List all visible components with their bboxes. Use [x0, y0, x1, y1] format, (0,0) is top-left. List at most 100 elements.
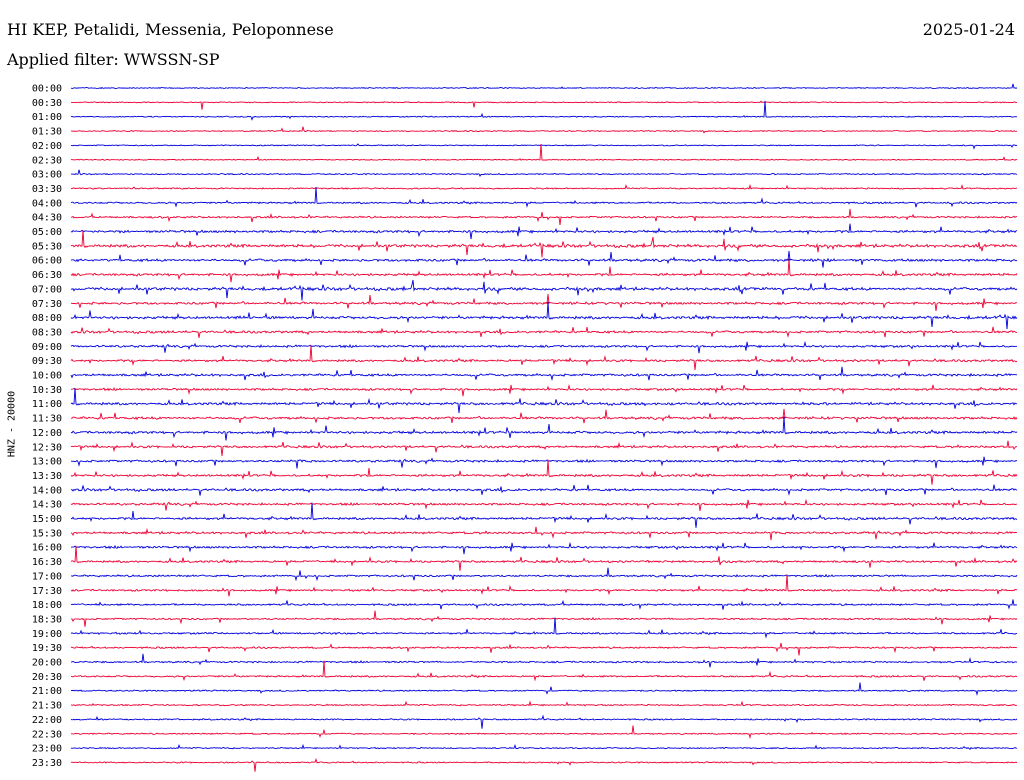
trace-row: [71, 208, 1018, 226]
row-time-label: 09:00: [32, 342, 62, 353]
row-time-label: 14:30: [32, 500, 62, 511]
trace-row: [70, 743, 1018, 750]
trace-row: [70, 456, 1018, 469]
row-time-label: 08:00: [32, 313, 62, 324]
trace-row: [70, 617, 1018, 639]
row-time-label: 07:30: [32, 299, 62, 310]
trace-row: [70, 143, 1018, 150]
row-time-label: 13:00: [32, 457, 62, 468]
row-time-label: 20:00: [32, 658, 62, 669]
row-time-label: 20:30: [32, 672, 62, 683]
trace-row: [70, 484, 1018, 496]
row-time-label: 01:30: [32, 127, 62, 138]
station-title: HI KEP, Petalidi, Messenia, Peloponnese: [7, 20, 334, 39]
row-time-label: 12:30: [32, 442, 62, 453]
trace-row: [70, 301, 1018, 330]
trace-row: [70, 502, 1018, 528]
row-time-label: 10:00: [32, 371, 62, 382]
trace-row: [70, 340, 1018, 354]
row-time-label: 22:00: [32, 715, 62, 726]
trace-row: [70, 408, 1018, 424]
row-time-label: 09:30: [32, 356, 62, 367]
trace-row: [70, 183, 1017, 190]
trace-row: [70, 660, 1018, 682]
trace-row: [71, 567, 1018, 582]
row-time-label: 11:30: [32, 414, 62, 425]
row-time-label: 14:00: [32, 485, 62, 496]
date-label: 2025-01-24: [922, 20, 1015, 39]
row-time-label: 06:00: [32, 256, 62, 267]
row-time-label: 00:30: [32, 98, 62, 109]
trace-row: [70, 383, 1018, 397]
filter-label: Applied filter: WWSSN-SP: [7, 50, 220, 69]
trace-row: [70, 642, 1018, 656]
trace-row: [70, 344, 1018, 370]
row-time-label: 07:00: [32, 284, 62, 295]
row-time-label: 21:00: [32, 686, 62, 697]
row-time-label: 17:30: [32, 586, 62, 597]
row-time-label: 16:30: [32, 557, 62, 568]
trace-row: [70, 143, 1018, 161]
row-time-label: 03:30: [32, 184, 62, 195]
row-time-label: 13:30: [32, 471, 62, 482]
trace-row: [70, 186, 1018, 208]
trace-row: [70, 653, 1018, 668]
trace-row: [70, 545, 1018, 571]
trace-row: [70, 230, 1018, 258]
row-time-label: 23:30: [32, 758, 62, 769]
trace-row: [70, 459, 1018, 485]
trace-row: [70, 757, 1018, 772]
trace-row: [70, 541, 1018, 555]
row-time-label: 15:00: [32, 514, 62, 525]
trace-row: [70, 682, 1018, 696]
row-time-label: 10:30: [32, 385, 62, 396]
row-time-label: 22:30: [32, 729, 62, 740]
row-time-label: 01:00: [32, 112, 62, 123]
row-time-label: 06:30: [32, 270, 62, 281]
row-time-label: 05:30: [32, 241, 62, 252]
row-time-label: 08:30: [32, 327, 62, 338]
row-time-label: 04:30: [32, 213, 62, 224]
trace-row: [70, 714, 1018, 729]
row-time-label: 19:30: [32, 643, 62, 654]
trace-row: [70, 416, 1018, 441]
row-time-label: 15:30: [32, 528, 62, 539]
trace-row: [70, 326, 1018, 338]
trace-row: [70, 498, 1018, 512]
trace-row: [70, 169, 1018, 178]
trace-row: [70, 223, 1018, 240]
trace-row: [70, 100, 1018, 110]
row-time-label: 16:00: [32, 543, 62, 554]
row-time-label: 12:00: [32, 428, 62, 439]
trace-row: [70, 251, 1018, 268]
trace-row: [70, 258, 1018, 283]
trace-row: [70, 126, 1018, 134]
row-time-label: 04:00: [32, 198, 62, 209]
trace-row: [70, 700, 1018, 707]
row-time-label: 18:30: [32, 614, 62, 625]
trace-row: [71, 725, 1018, 740]
row-time-label: 17:00: [32, 571, 62, 582]
row-time-label: 21:30: [32, 701, 62, 712]
trace-row: [71, 610, 1018, 627]
row-time-label: 19:00: [32, 629, 62, 640]
row-time-label: 11:00: [32, 399, 62, 410]
row-time-label: 23:00: [32, 744, 62, 755]
trace-row: [70, 440, 1018, 457]
row-time-label: 00:00: [32, 84, 62, 95]
row-time-label: 02:00: [32, 141, 62, 152]
row-time-label: 02:30: [32, 155, 62, 166]
trace-row: [70, 574, 1018, 597]
trace-row: [70, 387, 1018, 414]
trace-row: [70, 366, 1018, 382]
trace-row: [70, 279, 1018, 301]
row-time-label: 03:00: [32, 170, 62, 181]
row-time-label: 05:00: [32, 227, 62, 238]
trace-row: [70, 599, 1017, 610]
row-time-label: 18:00: [32, 600, 62, 611]
trace-row: [70, 526, 1017, 541]
trace-row: [70, 100, 1017, 121]
trace-row: [70, 294, 1018, 311]
trace-row: [70, 83, 1018, 90]
